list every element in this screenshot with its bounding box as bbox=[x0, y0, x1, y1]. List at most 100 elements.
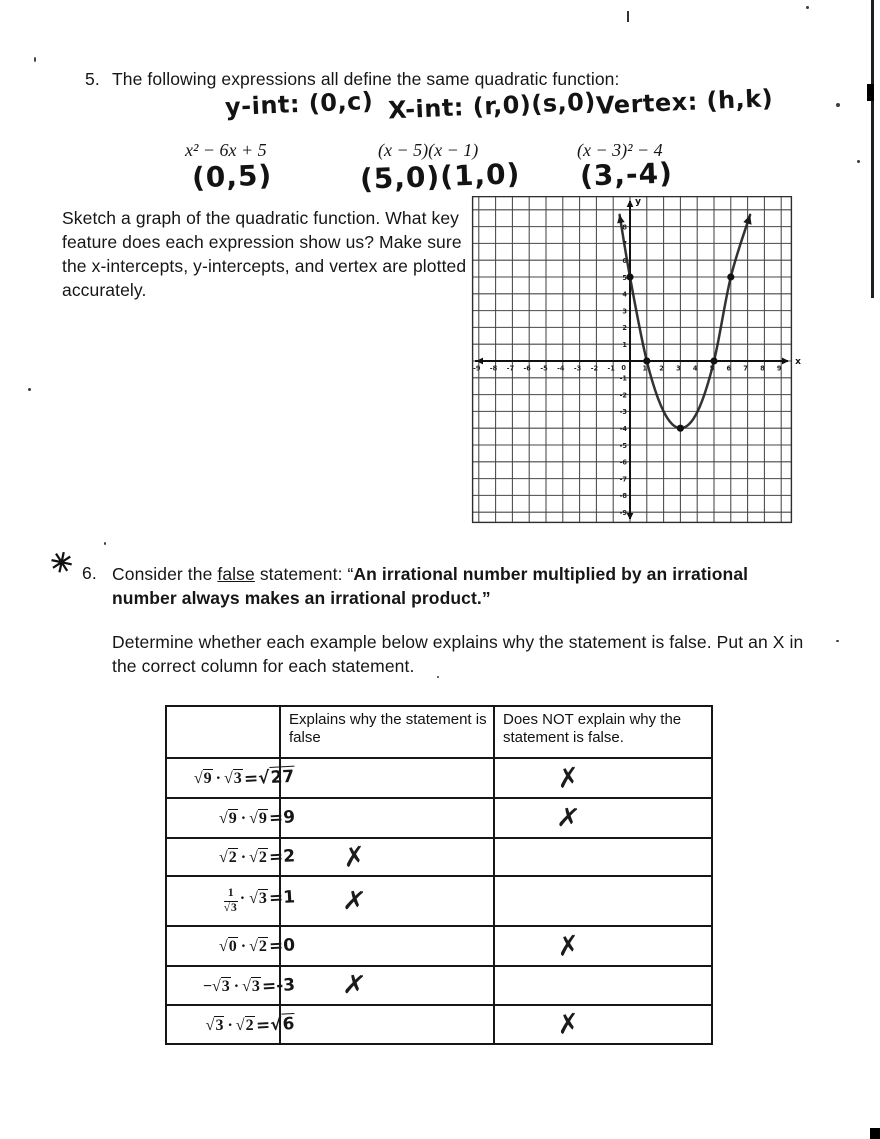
table-row: √2 · √2=2 ✗ bbox=[165, 837, 713, 877]
table-row: √3 · √2=√6 ✗ bbox=[165, 1004, 713, 1045]
table-row: −√3 · √3=-3 ✗ bbox=[165, 965, 713, 1006]
svg-text:3: 3 bbox=[676, 365, 681, 373]
svg-text:-2: -2 bbox=[591, 365, 599, 373]
svg-text:4: 4 bbox=[693, 365, 698, 373]
expression-standard-form: x² − 6x + 5 bbox=[185, 140, 267, 160]
not-explains-cell bbox=[493, 965, 713, 1006]
scan-corner-mark bbox=[870, 1128, 880, 1139]
svg-text:1: 1 bbox=[643, 365, 648, 373]
scan-speck bbox=[437, 676, 439, 678]
handwritten-result: =2 bbox=[268, 846, 296, 868]
svg-text:-9: -9 bbox=[473, 365, 481, 373]
svg-text:-7: -7 bbox=[620, 475, 628, 483]
table-row: 1 √3 · √3=1 ✗ bbox=[165, 875, 713, 927]
svg-text:0: 0 bbox=[621, 364, 626, 372]
svg-text:-6: -6 bbox=[524, 365, 532, 373]
q6-statement: Consider the false statement: “An irrati… bbox=[112, 563, 824, 610]
header-empty-cell bbox=[165, 705, 281, 759]
svg-text:-8: -8 bbox=[620, 492, 628, 500]
header-does-not-explain: Does NOT explain why the statement is fa… bbox=[493, 705, 713, 759]
x-mark: ✗ bbox=[555, 801, 582, 835]
svg-text:-7: -7 bbox=[507, 365, 515, 373]
handwritten-result: =1 bbox=[268, 887, 296, 909]
svg-text:x: x bbox=[795, 357, 801, 367]
handwritten-result: =√6 bbox=[255, 1012, 296, 1036]
scan-speck bbox=[836, 640, 839, 642]
expression-cell: √0 · √2=0 bbox=[165, 925, 296, 967]
not-explains-cell: ✗ bbox=[493, 1004, 713, 1045]
expression-text: √9 · √9 bbox=[219, 809, 268, 827]
explains-cell: ✗ bbox=[279, 965, 495, 1006]
quadratic-graph: -9 -8 -7 -6 -5 -4 -3 -2 -1 1 2 3 4 5 6 7 8 9 0 -9 -8 -7 -6 -5 -4… bbox=[471, 196, 801, 524]
scan-speck bbox=[836, 103, 840, 107]
table-row: √9 · √3=√27 ✗ bbox=[165, 757, 713, 799]
handwritten-y-intercept-value: (0,5) bbox=[191, 158, 273, 195]
q5-prompt: The following expressions all define the… bbox=[112, 69, 620, 89]
q6-lead-text: Consider the bbox=[112, 564, 218, 584]
not-explains-cell: ✗ bbox=[493, 757, 713, 799]
table-row: √0 · √2=0 ✗ bbox=[165, 925, 713, 967]
expression-text: √2 · √2 bbox=[219, 848, 268, 866]
not-explains-cell: ✗ bbox=[493, 797, 713, 839]
expression-cell: √2 · √2=2 bbox=[165, 837, 296, 877]
svg-text:8: 8 bbox=[760, 365, 765, 373]
irrational-examples-table: Explains why the statement is false Does… bbox=[165, 705, 713, 1045]
explains-cell bbox=[279, 925, 495, 967]
x-mark: ✗ bbox=[341, 884, 368, 918]
scan-speck bbox=[627, 11, 629, 22]
handwritten-star-mark: ✳ bbox=[47, 545, 76, 581]
svg-text:y: y bbox=[635, 197, 641, 207]
header-explains: Explains why the statement is false bbox=[279, 705, 495, 759]
expression-text: · √3 bbox=[239, 888, 268, 907]
handwritten-vertex-form: Vertex: (h,k) bbox=[595, 84, 774, 120]
svg-text:-1: -1 bbox=[620, 375, 628, 383]
expression-cell: √3 · √2=√6 bbox=[165, 1004, 296, 1045]
svg-text:-5: -5 bbox=[540, 365, 548, 373]
handwritten-result: =0 bbox=[268, 935, 296, 957]
handwritten-result: =√27 bbox=[243, 765, 296, 790]
expression-text: √3 · √2 bbox=[205, 1015, 255, 1034]
expression-vertex-form: (x − 3)² − 4 bbox=[577, 140, 663, 160]
q6-determine-instructions: Determine whether each example below exp… bbox=[112, 632, 804, 676]
not-explains-cell bbox=[493, 875, 713, 927]
x-mark: ✗ bbox=[555, 929, 582, 963]
not-explains-cell: ✗ bbox=[493, 925, 713, 967]
explains-cell: ✗ bbox=[279, 837, 495, 877]
handwritten-y-intercept-form: y-int: (0,c) bbox=[224, 86, 374, 122]
expression-text: −√3 · √3 bbox=[202, 976, 261, 995]
scan-speck bbox=[34, 57, 36, 62]
x-mark: ✗ bbox=[341, 968, 368, 1003]
fraction-numerator: 1 bbox=[223, 888, 238, 902]
svg-text:-4: -4 bbox=[557, 365, 565, 373]
explains-cell: ✗ bbox=[279, 875, 495, 927]
svg-text:3: 3 bbox=[622, 307, 627, 315]
handwritten-result: =9 bbox=[268, 807, 296, 829]
svg-text:5: 5 bbox=[622, 274, 627, 282]
expression-cell: √9 · √3=√27 bbox=[165, 757, 296, 799]
svg-text:-4: -4 bbox=[620, 425, 628, 433]
scan-edge-blob bbox=[867, 84, 874, 101]
q6-bold-line2: number always makes an irrational produc… bbox=[112, 587, 491, 608]
expression-factored-form: (x − 5)(x − 1) bbox=[378, 140, 479, 160]
explains-cell bbox=[279, 1004, 495, 1045]
svg-text:-6: -6 bbox=[620, 459, 628, 467]
x-mark: ✗ bbox=[555, 761, 582, 795]
svg-text:1: 1 bbox=[622, 341, 627, 349]
fraction: 1 √3 bbox=[223, 888, 238, 914]
svg-text:-3: -3 bbox=[620, 408, 628, 416]
x-mark: ✗ bbox=[341, 840, 368, 874]
explains-cell bbox=[279, 797, 495, 839]
scan-speck bbox=[857, 160, 860, 163]
svg-text:2: 2 bbox=[659, 365, 664, 373]
table-header-row: Explains why the statement is false Does… bbox=[165, 705, 713, 759]
svg-text:-5: -5 bbox=[620, 442, 628, 450]
scan-edge-line bbox=[871, 0, 874, 298]
q6-after-underline: statement: “ bbox=[254, 564, 354, 584]
q5-number: 5. bbox=[85, 69, 100, 89]
expression-text: √0 · √2 bbox=[219, 937, 268, 955]
svg-text:4: 4 bbox=[622, 291, 627, 299]
handwritten-vertex-value: (3,-4) bbox=[579, 156, 674, 193]
x-mark: ✗ bbox=[555, 1007, 582, 1042]
svg-text:8: 8 bbox=[622, 223, 627, 231]
table-row: √9 · √9=9 ✗ bbox=[165, 797, 713, 839]
